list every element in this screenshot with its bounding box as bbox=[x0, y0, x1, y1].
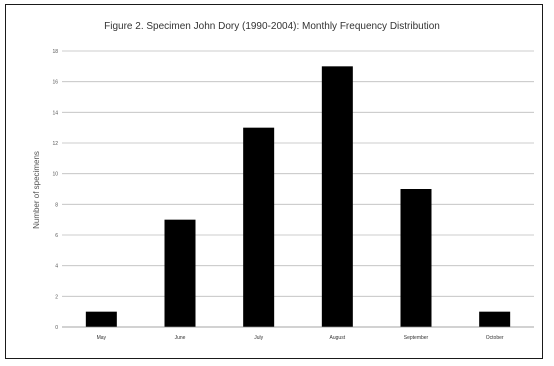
gridlines bbox=[62, 50, 534, 297]
y-tick-label-4: 4 bbox=[55, 264, 58, 270]
y-tick-label-8: 8 bbox=[55, 202, 58, 208]
bar-may bbox=[85, 311, 117, 327]
y-tick-label-2: 2 bbox=[55, 294, 58, 300]
y-tick-label-10: 10 bbox=[52, 172, 58, 178]
x-tick-label-august: August bbox=[330, 335, 346, 341]
y-tick-label-0: 0 bbox=[55, 325, 58, 331]
bar-july bbox=[243, 127, 275, 328]
chart-title: Figure 2. Specimen John Dory (1990-2004)… bbox=[104, 21, 440, 32]
y-tick-label-14: 14 bbox=[52, 110, 58, 116]
y-axis-ticks: 0 2 4 6 8 10 12 14 16 18 bbox=[52, 49, 58, 331]
bars bbox=[85, 66, 511, 328]
y-tick-label-6: 6 bbox=[55, 233, 58, 239]
bar-september bbox=[400, 189, 432, 327]
bar-october bbox=[479, 311, 511, 327]
bar-august bbox=[321, 66, 353, 327]
x-tick-label-july: July bbox=[254, 335, 263, 341]
y-axis-label: Number of specimens bbox=[32, 151, 41, 229]
y-tick-label-16: 16 bbox=[52, 80, 58, 86]
x-tick-label-june: June bbox=[175, 335, 186, 341]
y-tick-label-12: 12 bbox=[52, 141, 58, 147]
y-tick-label-18: 18 bbox=[52, 49, 58, 55]
x-tick-label-october: October bbox=[486, 335, 504, 341]
x-axis-labels: May June July August September October bbox=[97, 335, 504, 341]
x-tick-label-september: September bbox=[404, 335, 429, 341]
bar-june bbox=[164, 219, 196, 327]
x-tick-label-may: May bbox=[97, 335, 107, 341]
